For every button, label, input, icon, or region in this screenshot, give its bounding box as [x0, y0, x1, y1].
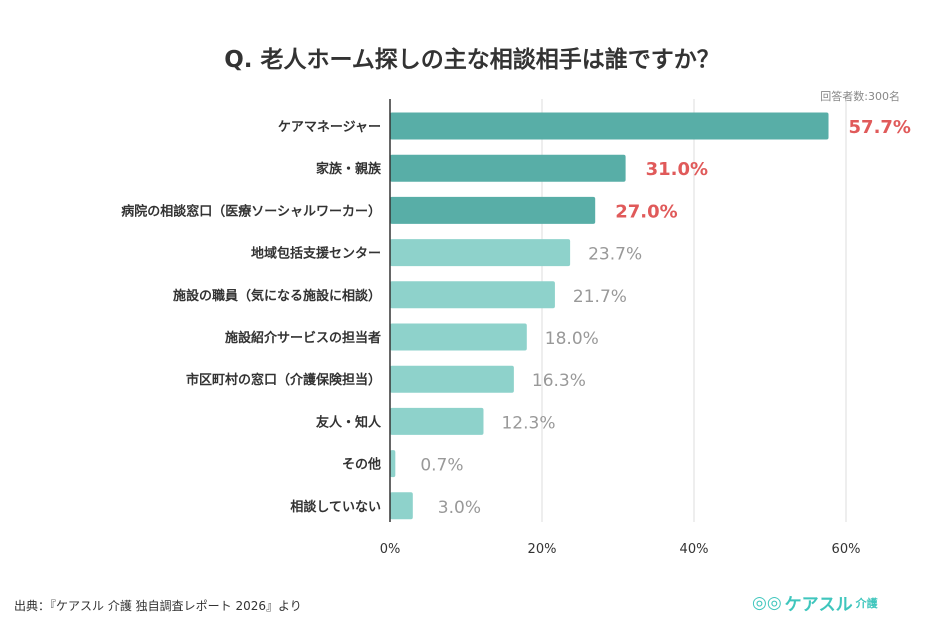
bar	[390, 450, 396, 478]
data-label: 57.7%	[849, 117, 911, 138]
respondent-count: 回答者数:300名	[820, 90, 900, 103]
bar	[390, 281, 555, 309]
data-label: 12.3%	[501, 413, 555, 433]
category-label: 施設の職員（気になる施設に相談）	[173, 288, 381, 304]
x-tick-label: 20%	[528, 542, 557, 557]
brand-logo: ◎◎ ケアスル 介護	[752, 590, 878, 616]
bar	[390, 112, 829, 140]
x-tick-label: 0%	[380, 542, 401, 557]
category-label: 相談していない	[290, 499, 381, 515]
category-label: 施設紹介サービスの担当者	[225, 330, 381, 346]
logo-subtext: 介護	[855, 596, 878, 610]
source-note: 出典：『ケアスル 介護 独自調査レポート 2026』より	[14, 599, 302, 613]
bar	[390, 154, 626, 182]
data-label: 27.0%	[615, 201, 677, 222]
chart-title: Q. 老人ホーム探しの主な相談相手は誰ですか？	[224, 47, 720, 73]
logo-text: ケアスル	[784, 595, 853, 615]
category-label: ケアマネージャー	[278, 120, 381, 135]
data-label: 21.7%	[573, 287, 627, 307]
logo-faces-icon: ◎◎	[752, 592, 782, 613]
bar	[390, 407, 484, 435]
data-label: 31.0%	[646, 159, 708, 180]
bar	[390, 323, 527, 351]
bar	[390, 196, 596, 224]
bar	[390, 365, 514, 393]
x-tick-label: 60%	[832, 542, 861, 557]
bar-chart: 0% 20% 40% 60% ケアマネージャー 57.7% 家族・親族 31.0% 病院の相談窓…	[121, 99, 911, 557]
category-label: 家族・親族	[316, 161, 382, 177]
category-label: その他	[342, 457, 381, 473]
data-label: 18.0%	[545, 329, 599, 349]
data-label: 0.7%	[420, 456, 463, 476]
category-label: 市区町村の窓口（介護保険担当）	[186, 372, 381, 388]
category-label: 友人・知人	[316, 414, 382, 430]
bar	[390, 492, 413, 520]
data-label: 16.3%	[532, 371, 586, 391]
data-label: 3.0%	[438, 498, 481, 518]
x-tick-label: 40%	[680, 542, 709, 557]
category-label: 地域包括支援センター	[251, 246, 381, 262]
bar	[390, 239, 571, 267]
category-label: 病院の相談窓口（医療ソーシャルワーカー）	[121, 203, 381, 219]
data-label: 23.7%	[588, 245, 642, 265]
